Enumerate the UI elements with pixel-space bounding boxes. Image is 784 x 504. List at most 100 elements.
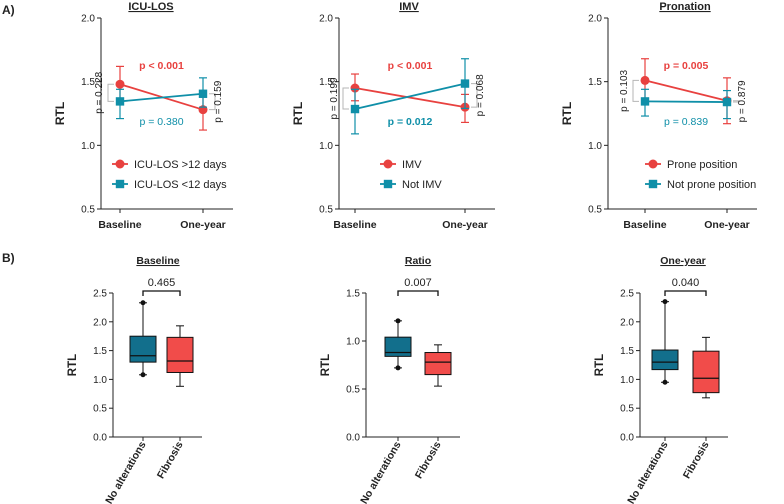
x-tick-label: Baseline xyxy=(98,219,141,231)
legend-label: Not IMV xyxy=(402,179,442,191)
line-chart-2: IMV 0.5 1.0 1.5 2.0 RTL Baseline One-year p = 0.… xyxy=(291,1,495,231)
chart-title: ICU-LOS xyxy=(128,1,173,13)
box-iqr xyxy=(692,350,720,394)
y-tick-label: 1.0 xyxy=(588,141,602,152)
y-tick-label: 1.5 xyxy=(93,346,107,357)
y-tick-label: 1.0 xyxy=(346,337,360,348)
y-tick-label: 0.5 xyxy=(93,404,107,415)
comparison-p-value: 0.465 xyxy=(148,277,176,289)
box-fibrosis xyxy=(166,325,194,387)
legend-entry: Prone position xyxy=(645,159,737,171)
y-tick-label: 2.0 xyxy=(93,317,107,328)
x-tick-label: No alterations xyxy=(103,439,148,504)
series-line xyxy=(119,92,204,103)
data-point xyxy=(460,79,470,88)
right-p-value: p = 0.879 xyxy=(737,80,748,122)
data-point xyxy=(115,97,125,106)
box-chart-2: Ratio 0.0 0.5 1.0 1.5 RTL No alterations Fibros… xyxy=(320,255,460,504)
box-fibrosis xyxy=(424,344,452,387)
y-tick-label: 1.5 xyxy=(620,346,634,357)
y-tick-label: 0.5 xyxy=(346,385,360,396)
comparison-bracket xyxy=(142,290,181,296)
left-p-value: p = 0.228 xyxy=(94,71,105,113)
series-line xyxy=(644,100,728,103)
comparison-p-value: 0.040 xyxy=(672,277,700,289)
line-chart-3: Pronation 0.5 1.0 1.5 2.0 RTL Baseline One-year… xyxy=(560,1,757,231)
series-line xyxy=(354,82,466,110)
legend-marker xyxy=(383,179,393,189)
right-bracket xyxy=(471,83,478,108)
legend-label: IMV xyxy=(402,159,422,171)
legend-entry: IMV xyxy=(380,159,422,171)
box-iqr xyxy=(166,336,194,373)
data-point xyxy=(198,89,208,98)
line-chart-1: ICU-LOS 0.5 1.0 1.5 2.0 RTL Baseline One-year p … xyxy=(53,1,233,231)
chart-title: Baseline xyxy=(136,255,179,267)
box-chart-1: Baseline 0.0 0.5 1.0 1.5 2.0 2.5 RTL No alterati… xyxy=(67,255,202,504)
y-tick-label: 0.5 xyxy=(588,205,602,216)
outlier-point xyxy=(140,372,146,378)
y-tick-label: 1.0 xyxy=(620,375,634,386)
legend-entry: ICU-LOS >12 days xyxy=(112,159,227,171)
x-tick-label: Fibrosis xyxy=(413,439,444,481)
p-value-red: p < 0.001 xyxy=(388,60,433,72)
x-tick-label: Fibrosis xyxy=(155,439,186,481)
legend-label: ICU-LOS <12 days xyxy=(134,179,227,191)
legend-entry: Not prone position xyxy=(645,179,756,191)
y-tick-label: 0.0 xyxy=(620,433,634,444)
legend-entry: ICU-LOS <12 days xyxy=(112,179,227,191)
legend-label: Prone position xyxy=(667,159,737,171)
outlier-point xyxy=(662,379,668,385)
right-bracket xyxy=(209,93,216,111)
p-value-red: p = 0.005 xyxy=(664,60,709,72)
data-point xyxy=(640,97,650,106)
p-value-teal: p = 0.012 xyxy=(388,116,433,128)
right-bracket xyxy=(733,100,740,103)
x-tick-label: Fibrosis xyxy=(681,439,712,481)
p-value-red: p < 0.001 xyxy=(139,60,184,72)
y-tick-label: 1.0 xyxy=(81,141,95,152)
y-tick-label: 2.0 xyxy=(620,317,634,328)
outlier-point xyxy=(662,299,668,305)
p-value-teal: p = 0.839 xyxy=(664,116,708,128)
data-point xyxy=(350,104,360,114)
legend-marker xyxy=(648,159,658,169)
left-bracket xyxy=(632,79,639,102)
legend-label: Not prone position xyxy=(667,179,756,191)
chart-title: IMV xyxy=(399,1,419,13)
outlier-point xyxy=(395,365,401,371)
x-tick-label: No alterations xyxy=(358,439,403,504)
series-line xyxy=(354,87,466,109)
x-tick-label: Baseline xyxy=(623,219,666,231)
comparison-bracket xyxy=(664,290,707,296)
left-bracket xyxy=(107,83,114,102)
y-tick-label: 1.5 xyxy=(588,77,602,88)
right-p-value: p = 0.068 xyxy=(475,74,486,116)
x-tick-label: Baseline xyxy=(333,219,376,231)
y-tick-label: 0.5 xyxy=(319,205,333,216)
y-tick-label: 2.5 xyxy=(93,289,107,300)
data-point xyxy=(722,97,732,107)
x-tick-label: One-year xyxy=(704,219,750,231)
y-axis-label: RTL xyxy=(320,354,332,376)
series-not-imv xyxy=(350,58,470,135)
y-axis-label: RTL xyxy=(291,102,305,125)
y-tick-label: 1.5 xyxy=(346,289,360,300)
legend-entry: Not IMV xyxy=(380,179,442,191)
y-tick-label: 1.5 xyxy=(319,77,333,88)
box-chart-3: One-year 0.0 0.5 1.0 1.5 2.0 2.5 RTL No alterati… xyxy=(594,255,728,504)
p-value-teal: p = 0.380 xyxy=(139,116,183,128)
outlier-point xyxy=(395,318,401,324)
comparison-p-value: 0.007 xyxy=(404,277,432,289)
y-tick-label: 1.5 xyxy=(81,77,95,88)
legend-marker xyxy=(115,179,125,189)
legend-marker xyxy=(648,179,658,189)
series-not-prone-position xyxy=(640,88,732,120)
box-no-alterations xyxy=(651,299,679,385)
data-point xyxy=(350,83,360,93)
y-tick-label: 2.0 xyxy=(319,14,333,25)
box-iqr xyxy=(651,349,679,371)
box-fibrosis xyxy=(692,336,720,399)
chart-title: Ratio xyxy=(405,255,431,267)
